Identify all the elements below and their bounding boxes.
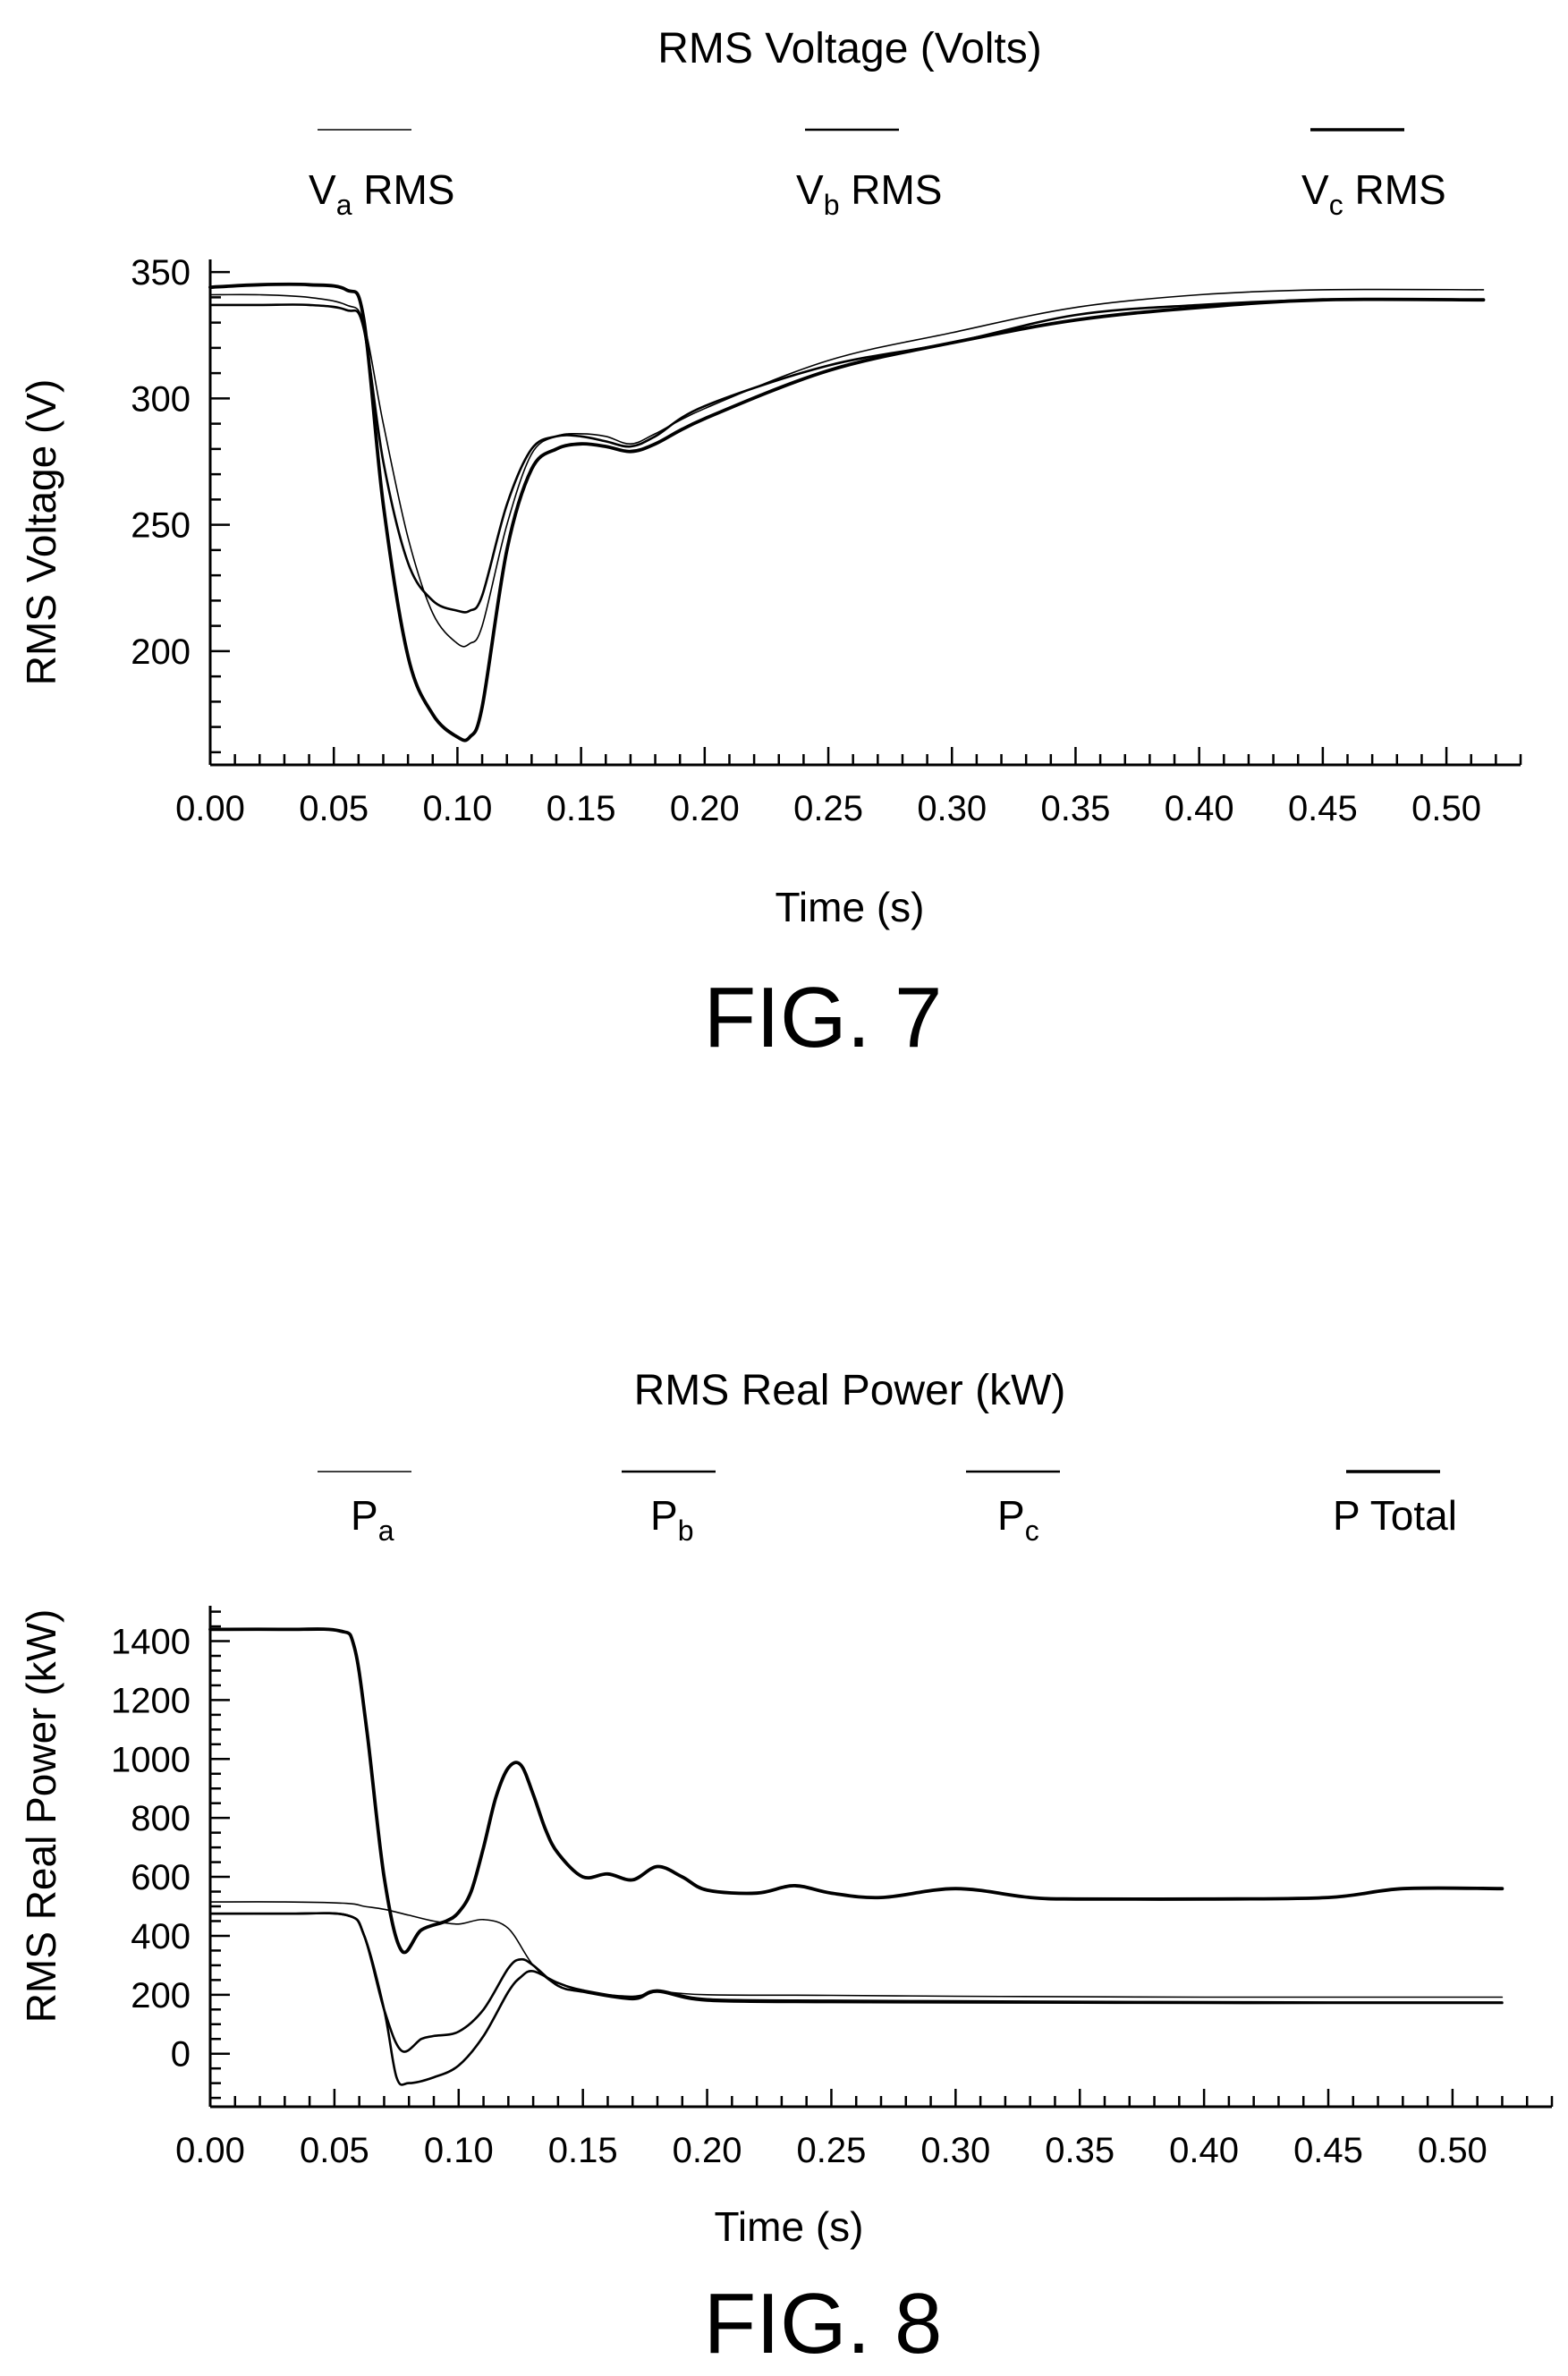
- legend-item-ptotal: P Total: [1333, 1470, 1457, 1539]
- legend-label: P Total: [1333, 1492, 1457, 1539]
- series-line-vb-rms: [208, 298, 1485, 614]
- y-tick-label: 250: [131, 506, 191, 546]
- x-tick-label: 0.50: [1411, 789, 1481, 828]
- x-tick-label: 0.20: [673, 2131, 742, 2170]
- x-tick-label: 0.10: [424, 2131, 494, 2170]
- y-tick-label: 0: [171, 2035, 191, 2075]
- x-axis-label: Time (s): [715, 2203, 864, 2250]
- y-axis-label: RMS Voltage (V): [18, 379, 64, 686]
- y-tick-label: 800: [131, 1799, 191, 1838]
- plot-area: 0.00 0.05 0.10 0.15 0.20 0.25 0.30 0.35 0.40 0.45…: [131, 253, 1522, 828]
- x-tick-label: 0.20: [670, 789, 740, 828]
- series-line-pb: [208, 1912, 1504, 2086]
- legend-label: Pb: [650, 1492, 693, 1547]
- legend: Va RMS Vb RMS Vc RMS: [309, 128, 1446, 221]
- x-tick-label: 0.50: [1418, 2131, 1487, 2170]
- series-line-vc-rms: [208, 282, 1486, 742]
- x-axis-label: Time (s): [776, 884, 925, 930]
- y-tick-label: 600: [131, 1858, 191, 1897]
- legend-label: Vb RMS: [796, 166, 942, 221]
- y-tick-label: 350: [131, 253, 191, 293]
- x-tick-label: 0.15: [547, 789, 616, 828]
- legend-item-vc: Vc RMS: [1301, 128, 1446, 221]
- y-tick-label: 300: [131, 379, 191, 419]
- y-axis-label: RMS Real Power (kW): [18, 1609, 64, 2024]
- legend: Pa Pb Pc P Total: [318, 1470, 1457, 1547]
- x-tick-label: 0.40: [1169, 2131, 1239, 2170]
- x-tick-label: 0.05: [300, 2131, 369, 2170]
- y-tick-label: 200: [131, 1976, 191, 2015]
- legend-label: Vc RMS: [1301, 166, 1446, 221]
- y-tick-label: 200: [131, 632, 191, 672]
- chart-title: RMS Voltage (Volts): [657, 25, 1042, 72]
- legend-item-pc: Pc: [966, 1470, 1060, 1547]
- chart-title: RMS Real Power (kW): [634, 1367, 1066, 1414]
- y-tick-label: 1400: [111, 1623, 191, 1662]
- x-tick-label: 0.30: [920, 2131, 990, 2170]
- series-line-pc: [208, 1912, 1504, 2053]
- chart-fig7: RMS Voltage (Volts) Va RMS Vb RMS Vc RMS…: [18, 25, 1522, 1065]
- chart-fig8: RMS Real Power (kW) Pa Pb Pc P Total 0.0…: [18, 1367, 1554, 2372]
- x-tick-label: 0.30: [917, 789, 987, 828]
- x-tick-label: 0.00: [175, 789, 245, 828]
- y-tick-label: 400: [131, 1917, 191, 1956]
- x-tick-label: 0.40: [1165, 789, 1234, 828]
- x-tick-label: 0.25: [793, 789, 863, 828]
- x-tick-label: 0.15: [548, 2131, 618, 2170]
- x-tick-label: 0.00: [175, 2131, 245, 2170]
- legend-label: Va RMS: [309, 166, 454, 221]
- figure-caption: FIG. 7: [704, 970, 943, 1065]
- x-tick-label: 0.25: [797, 2131, 867, 2170]
- x-tick-label: 0.45: [1293, 2131, 1363, 2170]
- legend-item-vb: Vb RMS: [796, 128, 942, 221]
- series-line-va-rms: [209, 288, 1485, 648]
- y-tick-label: 1000: [111, 1740, 191, 1779]
- x-tick-label: 0.05: [299, 789, 369, 828]
- legend-item-pb: Pb: [622, 1470, 716, 1547]
- legend-label: Pa: [351, 1492, 394, 1547]
- y-tick-label: 1200: [111, 1681, 191, 1720]
- plot-area: 0.00 0.05 0.10 0.15 0.20 0.25 0.30 0.35 0.40 0.45…: [111, 1606, 1554, 2170]
- legend-item-pa: Pa: [318, 1471, 411, 1547]
- legend-item-va: Va RMS: [309, 129, 454, 221]
- x-tick-label: 0.35: [1041, 789, 1111, 828]
- x-tick-label: 0.45: [1288, 789, 1358, 828]
- series-line-p-total: [208, 1627, 1504, 1955]
- figure-caption: FIG. 8: [704, 2276, 943, 2372]
- legend-label: Pc: [997, 1492, 1039, 1547]
- x-tick-label: 0.10: [422, 789, 492, 828]
- x-tick-label: 0.35: [1045, 2131, 1115, 2170]
- series-line-pa: [209, 1901, 1504, 1998]
